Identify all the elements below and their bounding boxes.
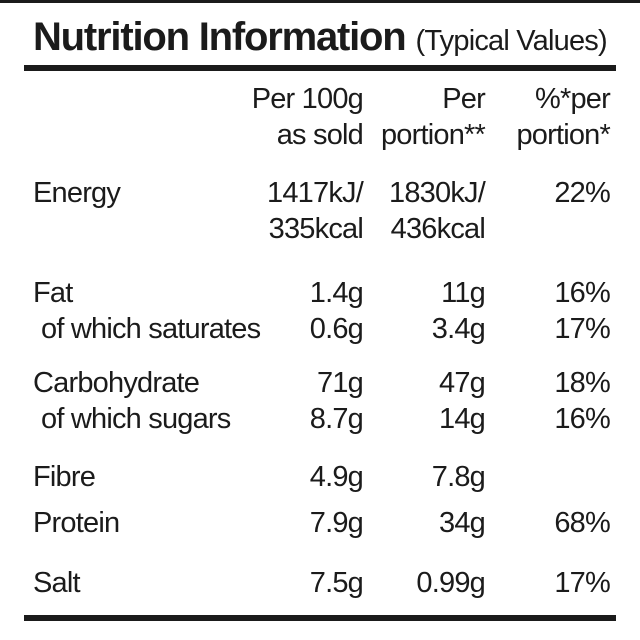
- header-per-portion-sub: portion**: [380, 119, 486, 151]
- salt-per100g: 7.5g: [309, 567, 364, 599]
- header-percent-per-portion: %*per: [535, 83, 611, 115]
- energy-portion-kcal: 436kcal: [390, 213, 486, 245]
- header-percent-per-portion-sub: portion*: [516, 119, 610, 151]
- table-row-salt: Salt 7.5g 0.99g 17%: [33, 565, 611, 601]
- row-label: of which saturates: [41, 313, 261, 345]
- carbohydrate-percent: 18%: [554, 367, 610, 399]
- energy-portion: 1830kJ/ 436kcal: [363, 175, 486, 247]
- fat-percent: 16%: [554, 277, 610, 309]
- sugars-per100g: 8.7g: [309, 403, 364, 435]
- energy-percent: 22%: [554, 177, 610, 209]
- carbohydrate-portion: 47g: [439, 367, 486, 399]
- header-spacer: [33, 81, 233, 117]
- top-rule: [24, 65, 616, 71]
- header-per100g-sub: as sold: [276, 119, 364, 151]
- protein-portion: 34g: [439, 507, 486, 539]
- energy-per100g-kj: 1417kJ/: [267, 177, 364, 209]
- bottom-rule: [24, 615, 616, 621]
- row-label: Energy: [33, 177, 121, 209]
- page-title: Nutrition Information: [33, 15, 407, 59]
- label-header: Nutrition Information (Typical Values): [33, 13, 616, 61]
- saturates-portion: 3.4g: [431, 313, 486, 345]
- row-label: Carbohydrate: [33, 367, 200, 399]
- table-row-saturates: of which saturates 0.6g 3.4g 17%: [33, 311, 611, 347]
- fibre-percent: [485, 459, 610, 495]
- table-row-fibre: Fibre 4.9g 7.8g: [33, 459, 610, 495]
- table-row-protein: Protein 7.9g 34g 68%: [33, 505, 611, 541]
- energy-per100g: 1417kJ/ 335kcal: [233, 175, 364, 247]
- table-row-carbohydrate: Carbohydrate 71g 47g 18%: [33, 365, 611, 401]
- salt-percent: 17%: [554, 567, 610, 599]
- carbohydrate-per100g: 71g: [317, 367, 364, 399]
- page-title-note: (Typical Values): [415, 25, 608, 57]
- saturates-percent: 17%: [554, 313, 610, 345]
- fat-portion: 11g: [441, 277, 486, 309]
- saturates-per100g: 0.6g: [309, 313, 364, 345]
- row-label: Fibre: [33, 461, 96, 493]
- protein-per100g: 7.9g: [309, 507, 364, 539]
- row-label: of which sugars: [41, 403, 231, 435]
- table-row-sugars: of which sugars 8.7g 14g 16%: [33, 401, 611, 437]
- row-label: Salt: [33, 567, 81, 599]
- column-headers-line2: as sold portion** portion*: [33, 117, 611, 153]
- row-label: Fat: [33, 277, 73, 309]
- nutrition-table: Per 100g Per %*per as sold portion** por…: [33, 81, 611, 601]
- energy-portion-kj: 1830kJ/: [389, 177, 486, 209]
- header-spacer: [33, 117, 233, 153]
- header-per-portion: Per: [442, 83, 486, 115]
- column-headers-line1: Per 100g Per %*per: [33, 81, 611, 117]
- sugars-portion: 14g: [439, 403, 486, 435]
- fat-per100g: 1.4g: [309, 277, 364, 309]
- header-per100g: Per 100g: [251, 83, 364, 115]
- protein-percent: 68%: [554, 507, 610, 539]
- fibre-portion: 7.8g: [431, 461, 486, 493]
- table-row-fat: Fat 1.4g 11g 16%: [33, 275, 611, 311]
- table-row-energy: Energy 1417kJ/ 335kcal 1830kJ/ 436kcal 2…: [33, 175, 611, 247]
- energy-per100g-kcal: 335kcal: [268, 213, 364, 245]
- fibre-per100g: 4.9g: [309, 461, 364, 493]
- row-label: Protein: [33, 507, 120, 539]
- sugars-percent: 16%: [554, 403, 610, 435]
- salt-portion: 0.99g: [416, 567, 485, 599]
